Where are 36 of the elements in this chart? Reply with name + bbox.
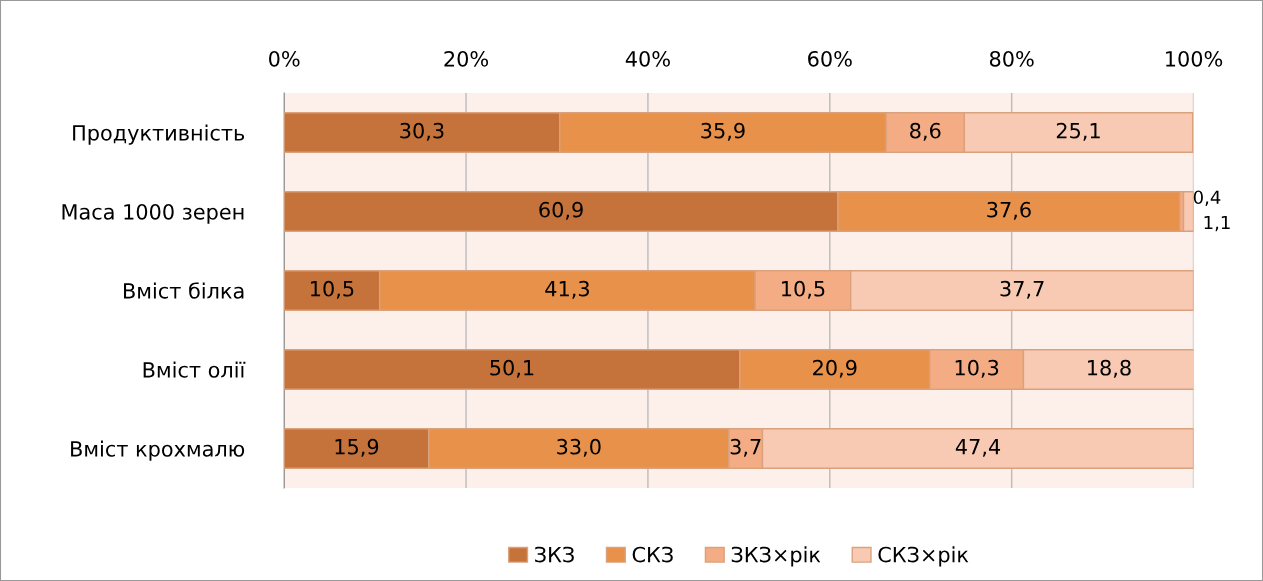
data-label: 60,9 — [539, 201, 583, 220]
data-label: 41,3 — [545, 280, 589, 299]
y-tick-label: Вміст олії — [143, 361, 246, 378]
y-tick-label: Вміст білка — [124, 282, 244, 299]
data-label: 50,1 — [490, 359, 534, 378]
y-tick-label: Маса 1000 зерен — [62, 203, 244, 224]
data-label: 10,3 — [955, 359, 999, 378]
x-tick-label: 20% — [444, 50, 489, 67]
data-label: 47,4 — [955, 439, 1001, 457]
data-label: 15,9 — [335, 438, 379, 457]
data-label: 37,7 — [1000, 280, 1044, 299]
data-label: 8,6 — [910, 122, 941, 141]
data-label: 18,8 — [1088, 359, 1131, 378]
legend-label: СКЗ — [632, 546, 673, 563]
y-tick-label: Вміст крохмалю — [71, 440, 245, 461]
bar — [1182, 191, 1194, 232]
data-label: 10,5 — [782, 280, 825, 299]
x-tick-label: 80% — [989, 50, 1034, 67]
legend-label: ЗКЗ×рік — [731, 546, 821, 567]
data-label: 10,5 — [311, 280, 354, 299]
data-label: 37,6 — [987, 201, 1031, 220]
data-label: 20,9 — [813, 359, 857, 378]
x-tick-label: 100% — [1166, 50, 1223, 67]
data-label: 25,1 — [1056, 122, 1100, 141]
x-tick-label: 40% — [625, 50, 670, 67]
x-tick-label: 60% — [808, 50, 852, 67]
data-label: 1,1 — [1204, 215, 1230, 232]
data-label: 33,0 — [557, 438, 601, 457]
legend-label: ЗКЗ — [535, 546, 574, 563]
data-label: 3,7 — [730, 438, 761, 457]
x-tick-label: 0% — [269, 50, 300, 67]
y-tick-label: Продуктивність — [73, 124, 245, 145]
data-label: 35,9 — [701, 122, 745, 141]
data-label: 30,3 — [400, 122, 444, 141]
data-label: 0,4 — [1193, 190, 1221, 206]
legend-label: СКЗ×рік — [878, 546, 969, 567]
